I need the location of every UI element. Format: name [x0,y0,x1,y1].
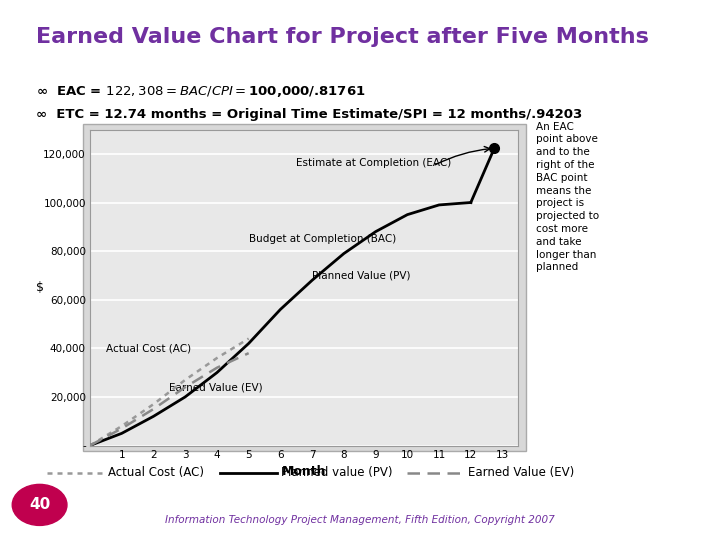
Text: Actual Cost (AC): Actual Cost (AC) [106,343,191,353]
Text: ∞  EAC = $122,308 = BAC/CPI = $100,000/.81761: ∞ EAC = $122,308 = BAC/CPI = $100,000/.8… [36,84,366,99]
Y-axis label: $ : $ [36,281,48,294]
Text: ∞  ETC = 12.74 months = Original Time Estimate/SPI = 12 months/.94203: ∞ ETC = 12.74 months = Original Time Est… [36,108,582,121]
Text: Estimate at Completion (EAC): Estimate at Completion (EAC) [296,158,451,168]
Text: Earned Value (EV): Earned Value (EV) [169,382,263,392]
Text: Earned Value Chart for Project after Five Months: Earned Value Chart for Project after Fiv… [36,27,649,47]
Text: Planned Value (PV): Planned Value (PV) [312,270,410,280]
Text: An EAC
point above
and to the
right of the
BAC point
means the
project is
projec: An EAC point above and to the right of t… [536,122,600,272]
Text: Actual Cost (AC): Actual Cost (AC) [108,466,204,479]
Text: Information Technology Project Management, Fifth Edition, Copyright 2007: Information Technology Project Managemen… [165,515,555,525]
X-axis label: Month: Month [282,465,326,478]
Text: 40: 40 [29,497,50,512]
Text: Budget at Completion (BAC): Budget at Completion (BAC) [248,234,396,244]
Text: Planned value (PV): Planned value (PV) [281,466,392,479]
Text: Earned Value (EV): Earned Value (EV) [468,466,575,479]
